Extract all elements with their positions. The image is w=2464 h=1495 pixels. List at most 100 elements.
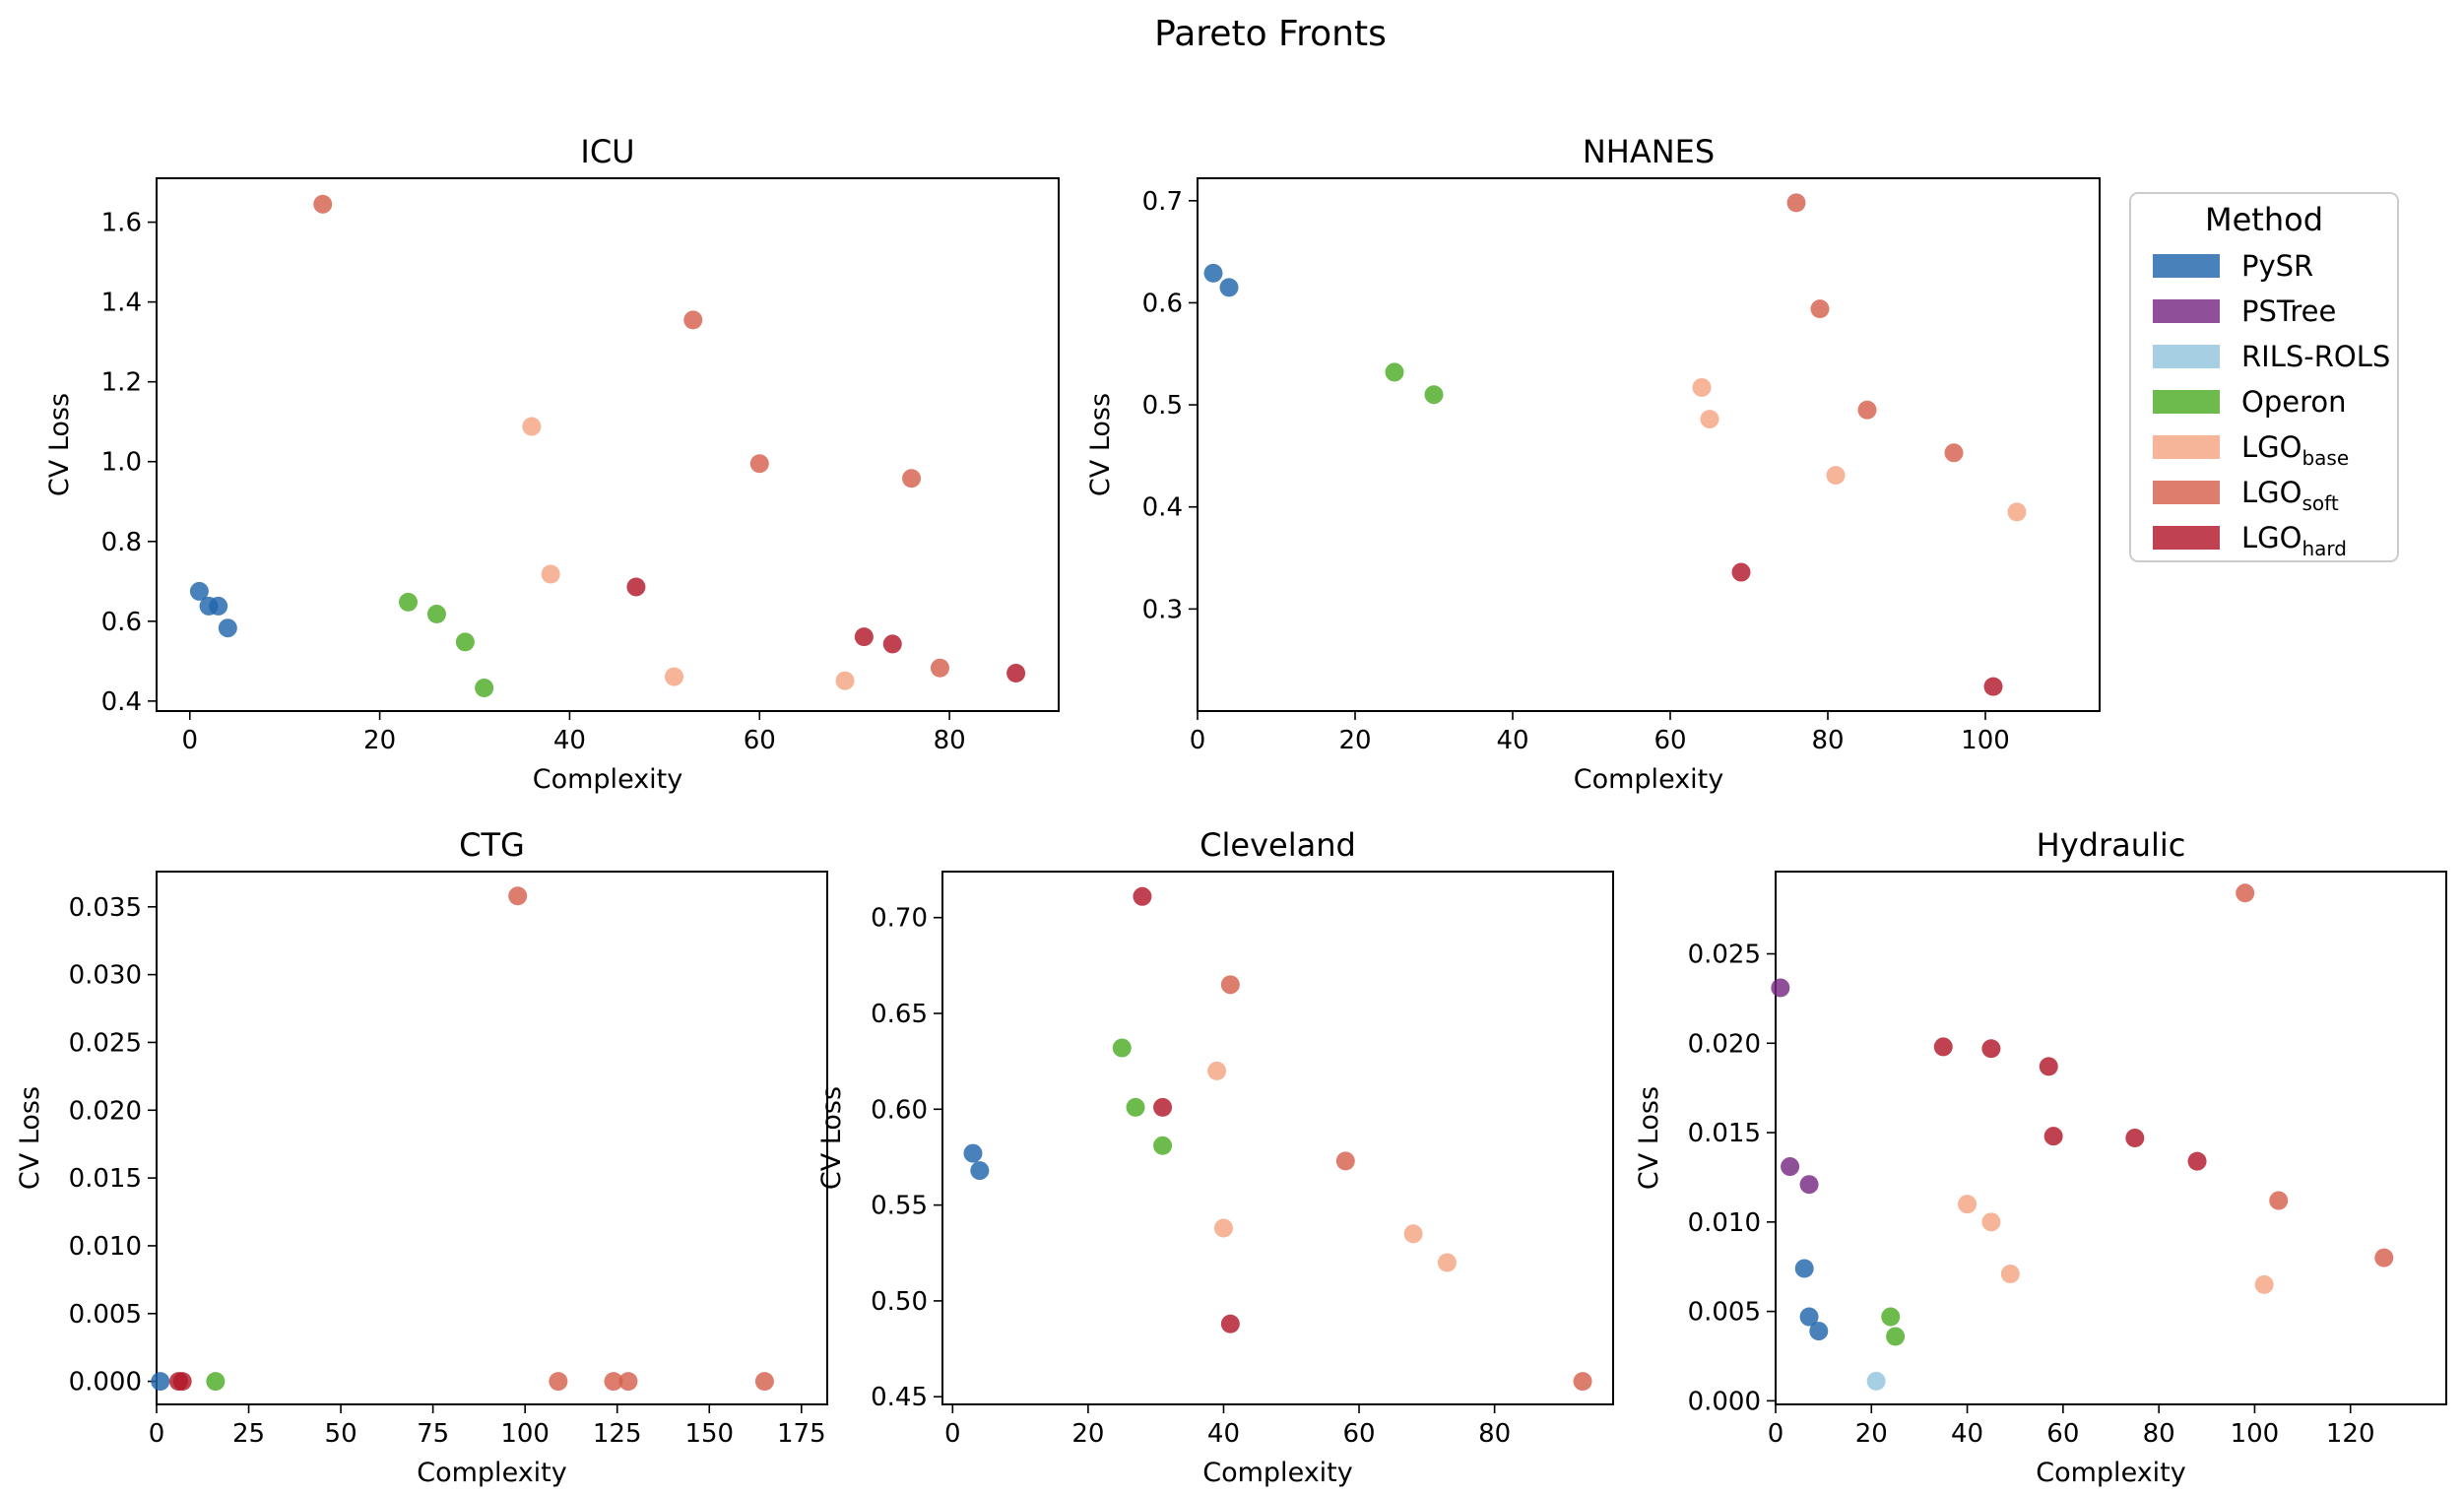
point-lgo-soft: [2236, 883, 2255, 903]
point-pysr: [1809, 1322, 1829, 1341]
point-lgo-soft: [749, 454, 769, 474]
point-lgo-soft: [508, 886, 528, 906]
point-lgo-base: [2007, 502, 2027, 522]
x-tick-label: 60: [2046, 1419, 2079, 1449]
legend-label-operon: Operon: [2241, 385, 2346, 419]
x-tick-label: 20: [1338, 726, 1371, 755]
point-operon: [1881, 1307, 1901, 1327]
x-axis-label: Complexity: [1574, 764, 1724, 795]
point-lgo-base: [835, 671, 855, 690]
point-pysr: [151, 1372, 170, 1392]
point-lgo-hard: [1981, 1039, 2001, 1059]
x-tick-label: 20: [1071, 1419, 1104, 1449]
y-tick-label: 0.000: [1688, 1387, 1761, 1416]
point-lgo-base: [1207, 1061, 1227, 1080]
point-operon: [1886, 1327, 1906, 1346]
point-lgo-soft: [604, 1372, 623, 1392]
y-tick-label: 0.025: [1688, 941, 1761, 970]
y-tick-label: 0.4: [101, 687, 142, 717]
point-operon: [475, 678, 494, 697]
y-tick-label: 0.4: [1142, 493, 1183, 523]
point-lgo-soft: [313, 194, 333, 214]
y-tick-label: 0.3: [1142, 595, 1183, 624]
panel-ctg: CTG 0 25 50 75 100 125 150 175 0.000 0.005 0.010 0.0…: [15, 826, 828, 1488]
point-lgo-soft: [902, 469, 922, 488]
y-axis-label: CV Loss: [15, 1086, 45, 1190]
point-lgo-hard: [854, 627, 874, 647]
point-pysr: [189, 581, 209, 601]
point-pysr: [218, 618, 237, 638]
y-axis-label: CV Loss: [1634, 1086, 1664, 1190]
point-lgo-soft: [549, 1372, 568, 1392]
legend-label-rils-rols: RILS-ROLS: [2241, 340, 2390, 373]
point-pysr: [1799, 1307, 1819, 1327]
y-tick-label: 0.020: [69, 1096, 142, 1126]
legend-label-pysr: PySR: [2241, 249, 2313, 283]
x-tick-label: 40: [1951, 1419, 1983, 1449]
x-tick-label: 0: [149, 1419, 165, 1449]
x-tick-label: 60: [1342, 1419, 1375, 1449]
legend-frame: [2129, 192, 2399, 562]
legend-label-lgo-base: LGObase: [2241, 430, 2349, 470]
legend-label-subscript: hard: [2302, 537, 2347, 560]
point-operon: [1385, 362, 1404, 382]
legend-title: Method: [2205, 201, 2323, 238]
x-axis-label: Complexity: [2036, 1458, 2186, 1488]
point-lgo-soft: [1810, 299, 1830, 319]
panel-nhanes: NHANES 0 20 40 60 80 100 0.3 0.4 0.5 0.6 0.7 Complex…: [1085, 133, 2101, 795]
x-tick-label: 60: [744, 726, 776, 755]
point-operon: [1112, 1038, 1132, 1058]
y-tick-label: 0.65: [871, 1000, 928, 1029]
point-lgo-hard: [1983, 677, 2003, 696]
y-tick-label: 0.55: [871, 1192, 928, 1221]
y-tick-label: 1.4: [101, 289, 142, 318]
y-tick-label: 1.0: [101, 448, 142, 478]
point-lgo-hard: [1933, 1037, 1953, 1057]
panel-title: NHANES: [1583, 133, 1715, 170]
point-lgo-soft: [618, 1372, 638, 1392]
point-lgo-base: [1700, 410, 1719, 429]
y-tick-label: 0.025: [69, 1028, 142, 1058]
legend-label-subscript: base: [2302, 446, 2349, 470]
point-pysr: [1794, 1259, 1814, 1278]
point-lgo-soft: [683, 310, 703, 330]
y-tick-label: 0.70: [871, 904, 928, 934]
point-lgo-soft: [1335, 1151, 1355, 1171]
point-operon: [1153, 1136, 1173, 1155]
point-lgo-soft: [1220, 975, 1240, 995]
point-lgo-hard: [626, 577, 646, 597]
point-lgo-hard: [172, 1372, 192, 1392]
point-operon: [426, 605, 446, 624]
legend-swatch-lgo-hard: [2153, 526, 2220, 550]
point-lgo-hard: [882, 634, 902, 654]
y-tick-label: 0.005: [69, 1300, 142, 1330]
legend-swatch-lgo-base: [2153, 435, 2220, 459]
y-tick-label: 0.000: [69, 1368, 142, 1398]
point-lgo-soft: [2374, 1248, 2394, 1268]
legend-label-text: LGO: [2241, 521, 2302, 554]
y-tick-label: 0.45: [871, 1383, 928, 1412]
point-lgo-hard: [1006, 664, 1026, 683]
axes-frame: [156, 871, 828, 1405]
point-pysr: [1203, 263, 1223, 283]
point-lgo-hard: [1153, 1097, 1173, 1117]
point-lgo-soft: [2269, 1191, 2289, 1210]
panel-title: CTG: [459, 826, 525, 864]
y-tick-label: 0.8: [101, 528, 142, 557]
x-tick-label: 100: [500, 1419, 550, 1449]
x-tick-label: 60: [1653, 726, 1686, 755]
legend-items: PySRPSTreeRILS-ROLSOperonLGObaseLGOsoftL…: [2153, 249, 2390, 560]
legend-label-lgo-soft: LGOsoft: [2241, 476, 2339, 515]
legend-swatch-lgo-soft: [2153, 481, 2220, 504]
x-tick-label: 150: [684, 1419, 734, 1449]
y-tick-label: 0.010: [69, 1232, 142, 1262]
y-tick-label: 0.50: [871, 1287, 928, 1317]
x-tick-label: 80: [934, 726, 966, 755]
point-pysr: [1219, 278, 1239, 297]
point-lgo-base: [1981, 1212, 2001, 1232]
point-lgo-soft: [930, 658, 949, 678]
panel-title: ICU: [580, 133, 634, 170]
point-lgo-soft: [1573, 1372, 1592, 1392]
point-pysr: [970, 1161, 990, 1181]
